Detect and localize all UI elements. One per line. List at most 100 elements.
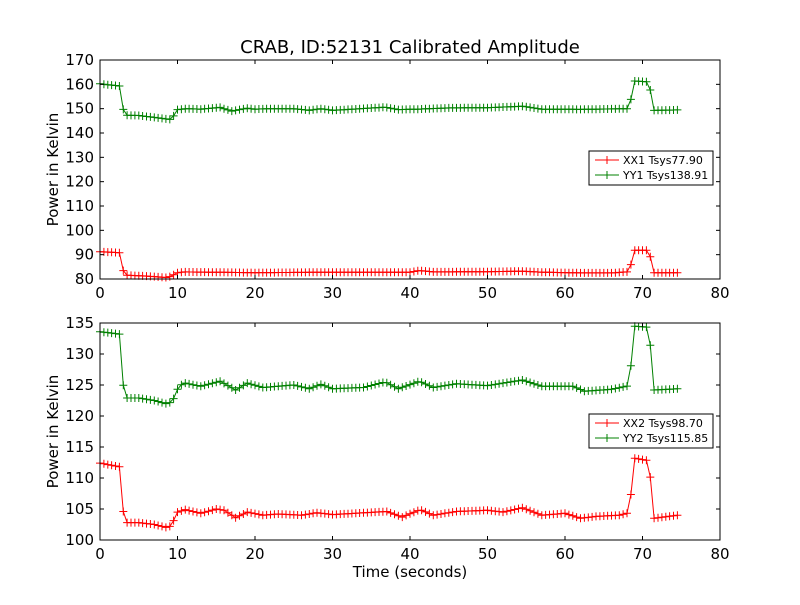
data-point — [181, 505, 190, 514]
data-point — [425, 509, 434, 518]
data-point — [518, 102, 527, 111]
data-point — [192, 508, 201, 517]
data-point — [444, 508, 453, 517]
data-point — [499, 508, 507, 517]
data-point — [231, 513, 240, 522]
data-point — [642, 77, 651, 86]
data-point — [150, 396, 159, 405]
y-tick-label: 110 — [65, 197, 94, 215]
data-point — [254, 510, 263, 519]
legend-marker — [603, 419, 611, 427]
data-point — [526, 103, 535, 112]
data-point — [623, 509, 631, 518]
data-point — [313, 381, 321, 390]
data-point — [158, 398, 166, 407]
data-point — [316, 380, 325, 389]
data-point — [437, 510, 445, 518]
data-point — [615, 383, 624, 392]
data-point — [568, 511, 577, 520]
data-point — [169, 111, 178, 120]
data-point — [161, 523, 170, 532]
data-point — [301, 510, 310, 519]
y-tick-label: 100 — [65, 531, 94, 549]
data-point — [119, 266, 128, 275]
data-point — [564, 510, 573, 519]
x-tick-label: 10 — [168, 284, 187, 302]
data-point — [417, 506, 426, 515]
series-markers-0-1 — [96, 77, 682, 124]
data-point — [506, 506, 515, 515]
data-point — [154, 397, 163, 406]
data-point — [611, 384, 620, 393]
x-tick-label: 60 — [555, 284, 574, 302]
data-point — [638, 455, 647, 464]
y-tick-label: 130 — [65, 148, 94, 166]
data-point — [320, 381, 329, 390]
data-point — [216, 505, 225, 514]
data-point — [305, 384, 314, 393]
data-point — [192, 381, 201, 390]
data-point — [390, 104, 399, 113]
data-point — [119, 105, 128, 114]
data-point — [406, 509, 414, 518]
data-point — [568, 382, 577, 391]
data-point — [169, 394, 178, 403]
data-point — [572, 513, 581, 522]
data-point — [103, 460, 112, 469]
data-point — [208, 379, 217, 388]
data-point — [247, 508, 256, 517]
x-tick-label: 10 — [168, 545, 187, 563]
data-point — [173, 508, 182, 517]
data-point — [150, 520, 159, 529]
x-tick-label: 30 — [323, 284, 342, 302]
data-point — [111, 462, 120, 470]
data-point — [305, 510, 314, 518]
data-point — [576, 385, 585, 394]
data-point — [623, 382, 631, 391]
data-point — [165, 115, 174, 124]
data-point — [502, 507, 511, 516]
data-point — [530, 508, 538, 517]
data-point — [119, 507, 128, 516]
data-point — [324, 383, 333, 392]
data-point — [673, 384, 682, 393]
data-point — [491, 380, 500, 389]
data-point — [386, 104, 395, 113]
data-point — [320, 105, 329, 114]
legend-label: XX2 Tsys98.70 — [623, 417, 703, 430]
data-point — [514, 504, 523, 513]
data-point — [359, 383, 368, 392]
data-point — [429, 511, 438, 520]
y-axis-label: Power in Kelvin — [44, 375, 62, 489]
data-point — [510, 377, 519, 386]
data-point — [499, 379, 507, 388]
data-point — [204, 380, 213, 389]
data-point — [212, 505, 221, 513]
data-point — [433, 510, 442, 519]
data-point — [297, 382, 306, 391]
data-point — [642, 456, 651, 465]
data-point — [297, 511, 306, 520]
data-point — [177, 380, 186, 389]
data-point — [371, 380, 380, 389]
data-point — [158, 522, 166, 531]
data-point — [522, 102, 531, 111]
data-point — [506, 377, 515, 386]
data-point — [196, 509, 205, 518]
y-tick-label: 130 — [65, 345, 94, 363]
data-point — [437, 382, 445, 391]
data-point — [623, 104, 631, 113]
series-markers-1-0 — [96, 454, 682, 532]
data-point — [406, 268, 414, 277]
data-point — [440, 509, 449, 518]
data-point — [309, 509, 318, 518]
data-point — [406, 380, 414, 389]
data-point — [433, 382, 442, 391]
data-point — [398, 513, 407, 522]
data-point — [169, 270, 178, 279]
data-point — [630, 454, 639, 463]
data-point — [533, 381, 542, 389]
data-point — [220, 104, 228, 113]
